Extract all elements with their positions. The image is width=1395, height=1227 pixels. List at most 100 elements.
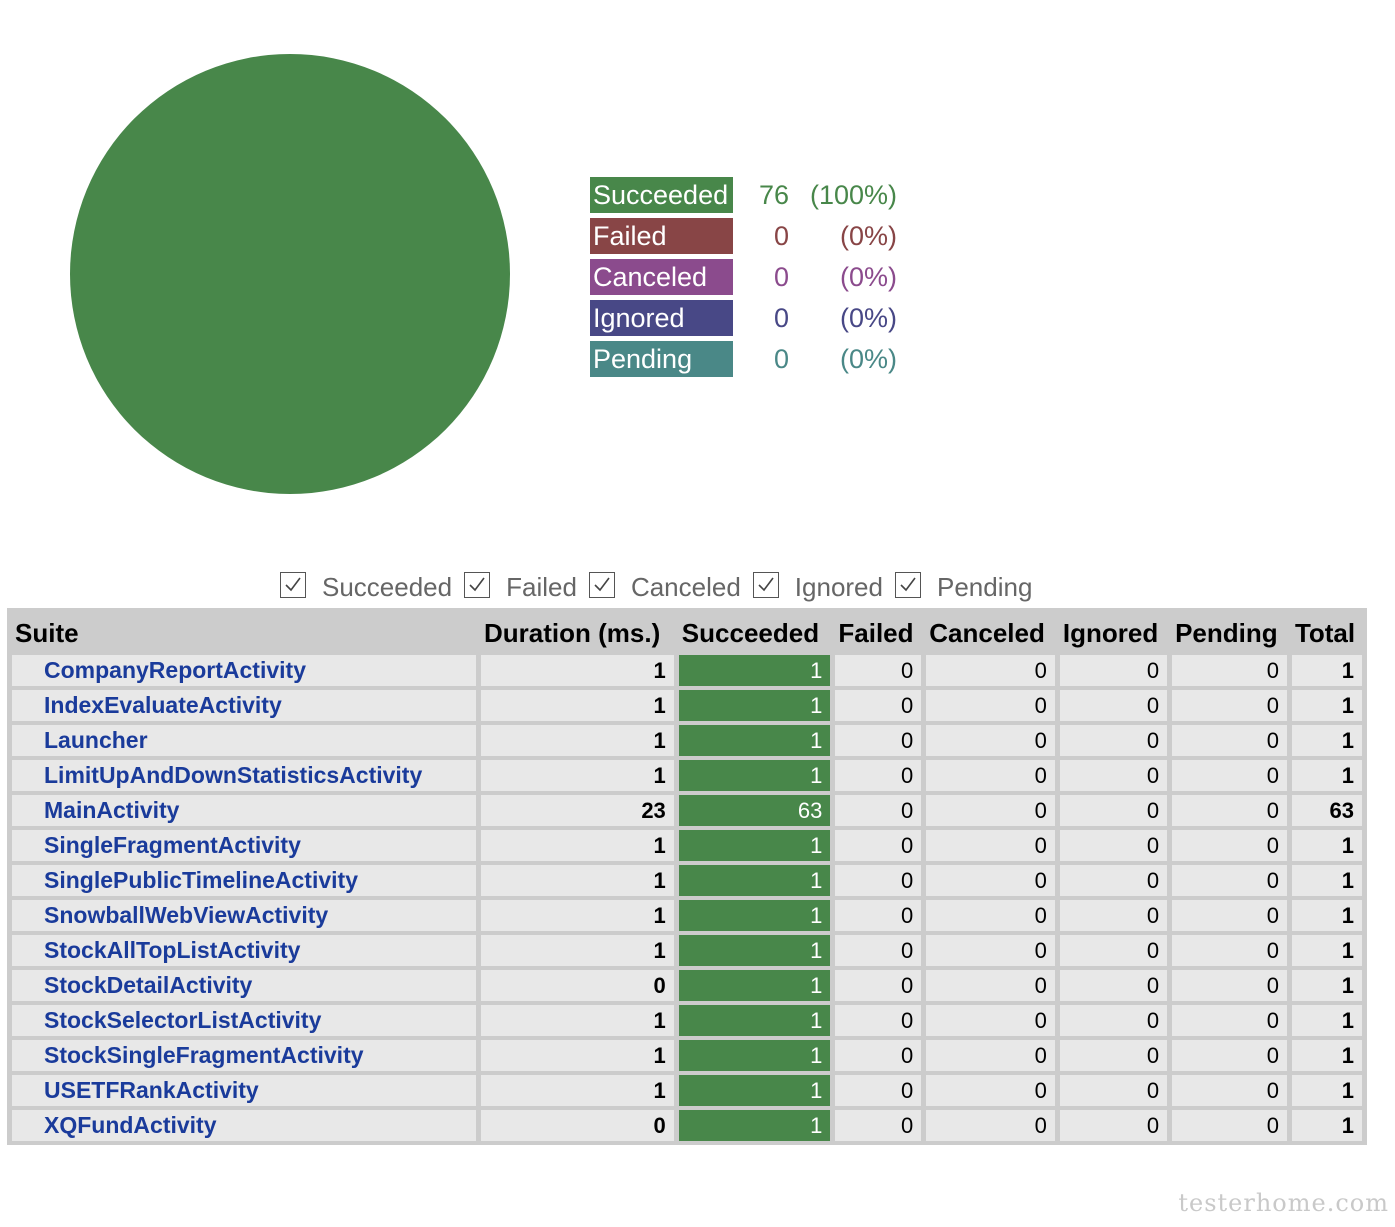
cell-canceled: 0 <box>926 1075 1055 1106</box>
filter-checkbox-canceled[interactable] <box>588 571 615 598</box>
cell-succeeded: 1 <box>678 935 831 966</box>
checkmark-icon <box>594 577 610 591</box>
suite-link[interactable]: MainActivity <box>44 797 180 823</box>
suite-link[interactable]: USETFRankActivity <box>44 1077 259 1103</box>
column-header-ignored[interactable]: Ignored <box>1059 612 1168 651</box>
legend-percent-ignored: (0%) <box>839 303 897 333</box>
filter-succeeded[interactable]: Succeeded <box>280 571 453 603</box>
cell-suite: SinglePublicTimelineActivity <box>12 865 476 896</box>
table-row: StockAllTopListActivity 1 1 0 0 0 0 1 <box>12 935 1362 966</box>
cell-pending: 0 <box>1172 690 1287 721</box>
filter-checkbox-ignored[interactable] <box>752 571 779 598</box>
cell-succeeded: 1 <box>678 725 831 756</box>
legend-label-canceled: Canceled <box>590 259 733 295</box>
column-header-canceled[interactable]: Canceled <box>926 612 1055 651</box>
cell-canceled: 0 <box>926 900 1055 931</box>
cell-succeeded: 1 <box>678 900 831 931</box>
cell-total: 1 <box>1291 1075 1362 1106</box>
cell-suite: CompanyReportActivity <box>12 655 476 686</box>
table-row: IndexEvaluateActivity 1 1 0 0 0 0 1 <box>12 690 1362 721</box>
cell-pending: 0 <box>1172 830 1287 861</box>
cell-suite: XQFundActivity <box>12 1110 476 1141</box>
cell-pending: 0 <box>1172 795 1287 826</box>
filter-checkbox-pending[interactable] <box>894 571 921 598</box>
cell-failed: 0 <box>835 795 922 826</box>
cell-total: 1 <box>1291 1110 1362 1141</box>
cell-ignored: 0 <box>1059 935 1168 966</box>
cell-ignored: 0 <box>1059 830 1168 861</box>
legend-label-ignored: Ignored <box>590 300 733 336</box>
column-header-total[interactable]: Total <box>1291 612 1362 651</box>
cell-succeeded: 1 <box>678 1075 831 1106</box>
column-header-pending[interactable]: Pending <box>1172 612 1287 651</box>
cell-failed: 0 <box>835 725 922 756</box>
cell-total: 1 <box>1291 655 1362 686</box>
watermark: testerhome.com <box>1178 1189 1389 1217</box>
table-row: StockSingleFragmentActivity 1 1 0 0 0 0 1 <box>12 1040 1362 1071</box>
cell-failed: 0 <box>835 690 922 721</box>
suite-results-table: Suite Duration (ms.) Succeeded Failed Cancel… <box>7 608 1367 1145</box>
cell-suite: StockSingleFragmentActivity <box>12 1040 476 1071</box>
cell-ignored: 0 <box>1059 690 1168 721</box>
cell-pending: 0 <box>1172 655 1287 686</box>
cell-ignored: 0 <box>1059 1040 1168 1071</box>
cell-ignored: 0 <box>1059 1075 1168 1106</box>
suite-link[interactable]: IndexEvaluateActivity <box>44 692 282 718</box>
cell-suite: MainActivity <box>12 795 476 826</box>
cell-canceled: 0 <box>926 690 1055 721</box>
suite-link[interactable]: Launcher <box>44 727 148 753</box>
column-header-duration[interactable]: Duration (ms.) <box>481 612 674 651</box>
cell-canceled: 0 <box>926 795 1055 826</box>
table-row: StockSelectorListActivity 1 1 0 0 0 0 1 <box>12 1005 1362 1036</box>
column-header-suite[interactable]: Suite <box>12 612 476 651</box>
filter-label-succeeded: Succeeded <box>322 572 453 602</box>
suite-link[interactable]: XQFundActivity <box>44 1112 217 1138</box>
legend-percent-canceled: (0%) <box>839 262 897 292</box>
filter-failed[interactable]: Failed <box>464 571 577 603</box>
table-row: MainActivity 23 63 0 0 0 0 63 <box>12 795 1362 826</box>
suite-link[interactable]: CompanyReportActivity <box>44 657 306 683</box>
table-row: XQFundActivity 0 1 0 0 0 0 1 <box>12 1110 1362 1141</box>
filter-checkbox-failed[interactable] <box>464 571 491 598</box>
filter-canceled[interactable]: Canceled <box>588 571 741 603</box>
legend-row-failed: Failed 0 (0%) <box>590 218 897 254</box>
suite-link[interactable]: StockDetailActivity <box>44 972 253 998</box>
pie-legend: Succeeded 76 (100%) Failed 0 (0%) Canceled 0 (0%… <box>590 172 897 382</box>
suite-link[interactable]: StockSelectorListActivity <box>44 1007 322 1033</box>
suite-link[interactable]: LimitUpAndDownStatisticsActivity <box>44 762 423 788</box>
cell-succeeded: 1 <box>678 865 831 896</box>
cell-succeeded: 1 <box>678 830 831 861</box>
cell-total: 1 <box>1291 690 1362 721</box>
legend-row-canceled: Canceled 0 (0%) <box>590 259 897 295</box>
checkmark-icon <box>469 577 485 591</box>
filter-checkbox-succeeded[interactable] <box>280 571 306 598</box>
cell-failed: 0 <box>835 900 922 931</box>
suite-link[interactable]: SingleFragmentActivity <box>44 832 301 858</box>
cell-failed: 0 <box>835 760 922 791</box>
table-row: SnowballWebViewActivity 1 1 0 0 0 0 1 <box>12 900 1362 931</box>
legend-count-pending: 0 <box>773 344 789 374</box>
cell-canceled: 0 <box>926 1005 1055 1036</box>
cell-succeeded: 1 <box>678 690 831 721</box>
filter-label-ignored: Ignored <box>794 572 883 602</box>
suite-link[interactable]: SnowballWebViewActivity <box>44 902 329 928</box>
cell-pending: 0 <box>1172 1075 1287 1106</box>
cell-duration: 1 <box>481 900 674 931</box>
column-header-succeeded[interactable]: Succeeded <box>678 612 831 651</box>
filter-ignored[interactable]: Ignored <box>752 571 883 603</box>
suite-link[interactable]: StockSingleFragmentActivity <box>44 1042 364 1068</box>
cell-ignored: 0 <box>1059 760 1168 791</box>
cell-suite: Launcher <box>12 725 476 756</box>
status-filter-bar: Succeeded Failed Canceled Ignored Pending <box>280 571 1044 608</box>
suite-link[interactable]: StockAllTopListActivity <box>44 937 301 963</box>
cell-canceled: 0 <box>926 1110 1055 1141</box>
cell-succeeded: 63 <box>678 795 831 826</box>
cell-suite: LimitUpAndDownStatisticsActivity <box>12 760 476 791</box>
filter-pending[interactable]: Pending <box>894 571 1032 603</box>
cell-failed: 0 <box>835 1005 922 1036</box>
cell-duration: 1 <box>481 725 674 756</box>
cell-ignored: 0 <box>1059 725 1168 756</box>
column-header-failed[interactable]: Failed <box>835 612 922 651</box>
suite-link[interactable]: SinglePublicTimelineActivity <box>44 867 358 893</box>
pie-svg <box>70 54 510 494</box>
